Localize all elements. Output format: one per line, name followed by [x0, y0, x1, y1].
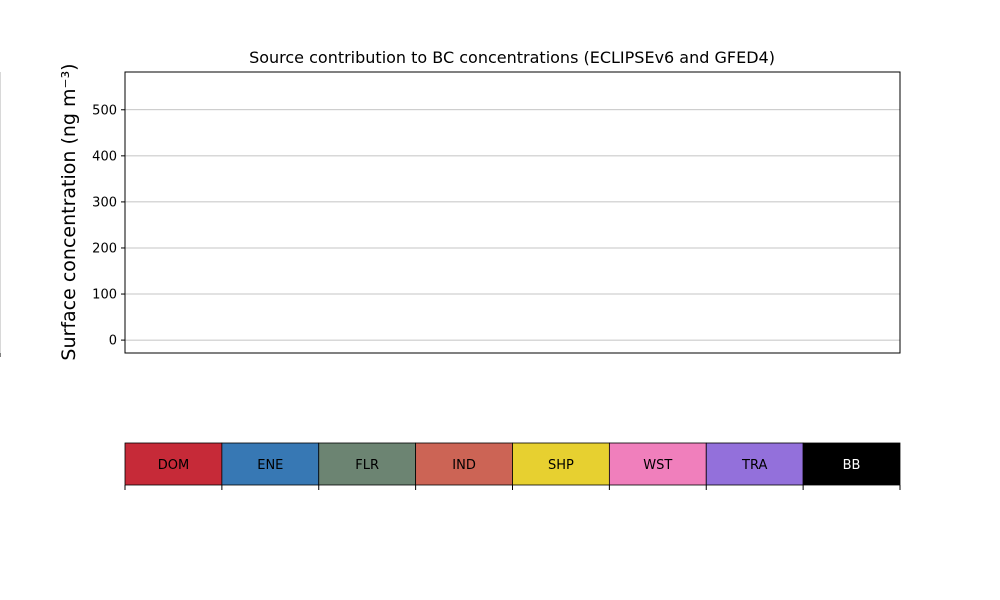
legend-swatch-wst	[608, 442, 707, 486]
legend-label-shp: SHP	[548, 458, 574, 473]
legend-swatch-ind	[415, 442, 513, 486]
legend-label-ene: ENE	[257, 458, 283, 473]
legend-swatch-dom	[124, 442, 223, 486]
legend-label-flr: FLR	[355, 458, 379, 473]
y-tick-label: 300	[92, 195, 117, 210]
plot-frame	[124, 71, 901, 354]
legend-swatch-bb	[802, 442, 901, 486]
grid	[0, 72, 900, 353]
y-axis-label: Surface concentration (ng m⁻³)	[58, 63, 80, 360]
legend-label-ind: IND	[452, 458, 476, 473]
y-tick-label: 0	[109, 334, 117, 349]
legend-label-wst: WST	[643, 458, 672, 473]
legend: DOM ENE FLR IND SHP WST TRA BB	[124, 442, 901, 490]
y-tick-label: 500	[92, 103, 117, 118]
chart-title: Source contribution to BC concentrations…	[249, 48, 775, 67]
y-axis: 0 100 200 300 400 500	[92, 103, 125, 349]
legend-label-tra: TRA	[741, 458, 767, 473]
y-tick-label: 400	[92, 149, 117, 164]
y-tick-label: 100	[92, 288, 117, 303]
legend-swatch-flr	[318, 442, 417, 486]
legend-swatch-ene	[221, 442, 320, 486]
plot-area	[0, 71, 901, 354]
legend-swatch-shp	[512, 442, 610, 486]
y-tick-label: 200	[92, 241, 117, 256]
legend-label-dom: DOM	[158, 458, 189, 473]
legend-label-bb: BB	[843, 458, 861, 473]
legend-swatch-tra	[705, 442, 804, 486]
